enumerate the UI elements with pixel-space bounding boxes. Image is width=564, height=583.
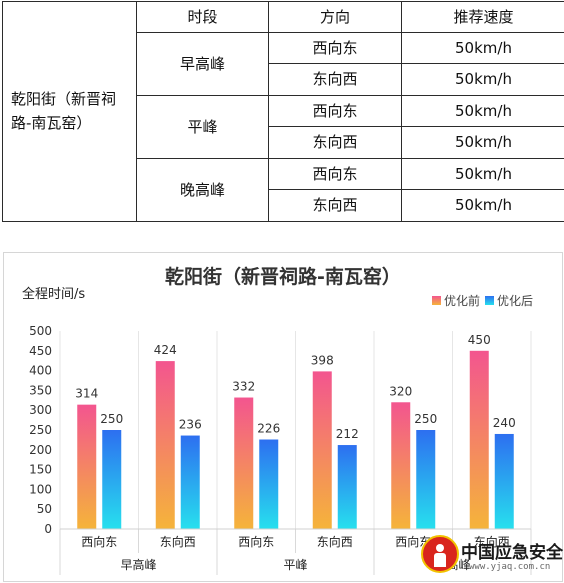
header-direction: 方向: [268, 1, 402, 33]
direction-cell: 东向西: [268, 126, 402, 159]
data-label: 332: [232, 380, 255, 394]
bar-after: [416, 430, 436, 529]
y-tick-label: 0: [44, 522, 52, 536]
table-row: 平峰 西向东 50km/h: [3, 95, 564, 159]
header-speed: 推荐速度: [401, 1, 564, 33]
speed-cell: 50km/h: [401, 32, 564, 64]
bar-before: [469, 350, 489, 529]
table-row: 晚高峰 西向东 50km/h: [3, 158, 564, 222]
bar-after: [102, 430, 122, 529]
period-cell: 平峰: [136, 95, 269, 159]
watermark-url: www.yjaq.com.cn: [469, 562, 551, 572]
y-tick-label: 300: [29, 403, 52, 417]
direction-cell: 西向东: [268, 158, 402, 190]
period-cell: 早高峰: [136, 32, 269, 96]
data-label: 212: [336, 427, 359, 441]
x-tick-label: 西向东: [81, 534, 117, 549]
data-label: 424: [154, 343, 177, 357]
table-header-row: 乾阳街（新晋祠路-南瓦窑） 时段 方向 推荐速度: [2, 1, 564, 222]
data-label: 398: [311, 353, 334, 367]
data-label: 320: [389, 384, 412, 398]
data-label: 314: [75, 387, 98, 401]
watermark: 中国应急安全网 www.yjaq.com.cn: [421, 533, 564, 581]
x-tick-label: 西向东: [238, 534, 274, 549]
y-tick-label: 50: [37, 502, 52, 516]
y-tick-label: 150: [29, 463, 52, 477]
bar-chart: 乾阳街（新晋祠路-南瓦窑） 全程时间/s 优化前 优化后 0 50 100 150 20…: [22, 265, 533, 575]
emergency-seal-icon: [421, 535, 459, 573]
table-row: 东向西 50km/h: [3, 126, 564, 159]
data-label: 226: [257, 422, 280, 436]
header-period: 时段: [136, 1, 269, 33]
direction-cell: 西向东: [268, 95, 402, 127]
x-group-label: 早高峰: [120, 557, 156, 572]
y-tick-label: 200: [29, 443, 52, 457]
direction-cell: 东向西: [268, 63, 402, 96]
table-row: 东向西 50km/h: [3, 189, 564, 222]
speed-table: 乾阳街（新晋祠路-南瓦窑） 时段 方向 推荐速度 早高峰 西向东 50km/h …: [2, 1, 564, 222]
legend: 优化前 优化后: [432, 293, 533, 308]
y-tick-label: 350: [29, 383, 52, 397]
table-row: 东向西 50km/h: [3, 63, 564, 96]
x-group-label: 平峰: [283, 558, 307, 572]
y-tick-label: 450: [29, 344, 52, 358]
direction-cell: 东向西: [268, 189, 402, 222]
bar-before: [312, 371, 332, 529]
speed-cell: 50km/h: [401, 95, 564, 127]
bar-before: [77, 404, 97, 529]
y-tick-label: 500: [29, 324, 52, 338]
speed-cell: 50km/h: [401, 126, 564, 159]
bar-after: [494, 433, 514, 529]
period-cell: 晚高峰: [136, 158, 269, 222]
data-label: 236: [179, 418, 202, 432]
speed-cell: 50km/h: [401, 158, 564, 190]
data-label: 450: [468, 333, 491, 347]
x-tick-label: 东向西: [160, 534, 196, 549]
chart-title: 乾阳街（新晋祠路-南瓦窑）: [165, 265, 401, 288]
y-tick-label: 100: [29, 482, 52, 496]
bar-after: [259, 439, 279, 529]
y-tick-label: 400: [29, 364, 52, 378]
bar-before: [155, 361, 175, 529]
bar-after: [337, 445, 357, 529]
road-name-cell: 乾阳街（新晋祠路-南瓦窑）: [2, 1, 137, 222]
data-label: 240: [493, 416, 516, 430]
direction-cell: 西向东: [268, 32, 402, 64]
legend-label-after: 优化后: [497, 294, 533, 308]
legend-label-before: 优化前: [444, 293, 480, 308]
y-axis: 0 50 100 150 200 250 300 350 400 450 500: [29, 324, 52, 536]
chart-panel: 乾阳街（新晋祠路-南瓦窑） 全程时间/s 优化前 优化后 0 50 100 150 20…: [3, 252, 563, 582]
speed-cell: 50km/h: [401, 189, 564, 222]
bar-after: [180, 435, 200, 529]
bar-before: [391, 402, 411, 529]
data-label: 250: [100, 412, 123, 426]
x-tick-label: 东向西: [317, 534, 353, 549]
data-label: 250: [414, 412, 437, 426]
watermark-name: 中国应急安全网: [461, 543, 564, 563]
bar-before: [234, 397, 254, 529]
legend-swatch-after: [485, 296, 494, 305]
y-axis-label: 全程时间/s: [22, 286, 85, 302]
x-tick-label: 东向西: [474, 534, 510, 549]
speed-cell: 50km/h: [401, 63, 564, 96]
y-tick-label: 250: [29, 423, 52, 437]
legend-swatch-before: [432, 296, 441, 305]
